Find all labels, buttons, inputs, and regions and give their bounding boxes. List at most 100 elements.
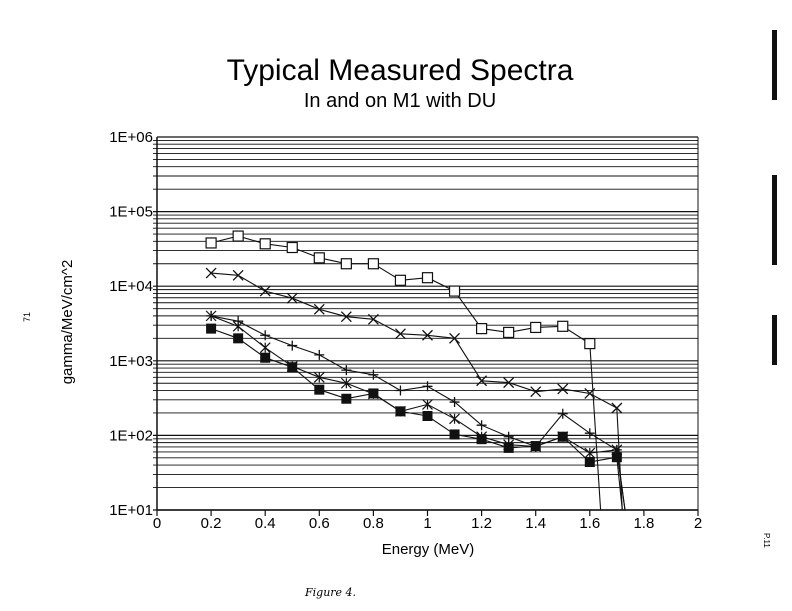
series-open-square: [205, 230, 602, 511]
x-tick-label: 1: [423, 515, 431, 532]
filled-square-marker: [260, 352, 271, 363]
filled-square-marker: [287, 362, 298, 373]
open-square-marker: [557, 320, 569, 332]
asterisk-marker: [422, 399, 433, 410]
chart-title: Typical Measured Spectra: [227, 54, 574, 87]
scan-edge-mark: [772, 315, 777, 365]
plus-marker: [557, 408, 568, 419]
plus-marker: [260, 330, 271, 341]
x-tick-label: 1.4: [525, 515, 546, 532]
asterisk-marker: [449, 413, 460, 425]
x-marker: [286, 292, 298, 304]
page-number: P.11: [762, 533, 771, 548]
filled-square-marker: [206, 323, 217, 334]
open-square-marker: [340, 258, 352, 270]
x-marker: [422, 329, 433, 341]
series-x: [205, 267, 623, 511]
plus-marker: [341, 365, 352, 376]
x-tick-label: 0.2: [201, 515, 222, 532]
scan-edge-mark: [772, 30, 777, 100]
x-marker: [584, 387, 596, 399]
plus-marker: [584, 428, 595, 439]
open-square-marker: [205, 237, 217, 249]
filled-square-marker: [557, 431, 568, 442]
plus-marker: [449, 397, 460, 408]
asterisk-marker: [259, 342, 271, 354]
y-tick-label: 1E+06: [109, 129, 153, 146]
y-axis-label: gamma/MeV/cm^2: [59, 260, 76, 385]
filled-square-marker: [395, 406, 406, 417]
x-marker: [340, 311, 352, 323]
x-tick-label: 0: [153, 515, 161, 532]
plus-marker: [368, 369, 379, 380]
y-tick-label: 1E+02: [109, 427, 153, 444]
series-group: [205, 230, 626, 511]
filled-square-marker: [422, 410, 433, 421]
y-tick-label: 1E+04: [109, 278, 153, 295]
asterisk-marker: [205, 310, 217, 322]
plus-marker: [422, 381, 433, 392]
x-marker: [530, 386, 542, 398]
open-square-marker: [232, 230, 244, 242]
open-square-marker: [394, 274, 407, 286]
y-tick-label: 1E+03: [109, 353, 153, 370]
filled-square-marker: [530, 441, 541, 452]
x-tick-label: 1.2: [471, 515, 492, 532]
open-square-marker: [259, 238, 271, 250]
series-line: [210, 328, 623, 511]
asterisk-marker: [340, 377, 352, 389]
open-square-marker: [313, 252, 325, 264]
margin-mark: 71: [22, 312, 32, 322]
open-square-marker: [530, 321, 542, 334]
y-tick-labels: 1E+01 1E+02 1E+03 1E+04 1E+05 1E+06: [109, 129, 153, 519]
x-marker: [611, 402, 623, 414]
x-tick-label: 0.4: [255, 515, 276, 532]
open-square-marker: [584, 338, 596, 350]
filled-square-marker: [476, 434, 487, 445]
filled-square-marker: [611, 452, 622, 463]
asterisk-marker: [313, 371, 325, 383]
x-tick-label: 0.6: [309, 515, 330, 532]
open-square-marker: [448, 285, 461, 297]
asterisk-marker: [232, 320, 244, 332]
open-square-marker: [476, 323, 488, 335]
x-tick-label: 2: [694, 515, 702, 532]
series-filled-square: [206, 323, 623, 511]
plus-marker: [287, 340, 298, 351]
x-marker: [557, 383, 569, 395]
plus-marker: [476, 420, 487, 431]
axes: [156, 137, 699, 516]
plus-marker: [395, 385, 406, 396]
scan-edge-mark: [772, 175, 777, 265]
x-marker: [394, 328, 406, 340]
filled-square-marker: [503, 442, 514, 453]
x-marker: [503, 377, 515, 389]
chart-subtitle: In and on M1 with DU: [304, 90, 496, 112]
filled-square-marker: [449, 429, 460, 440]
x-axis-label: Energy (MeV): [382, 541, 475, 558]
plus-marker: [314, 349, 325, 360]
filled-square-marker: [233, 333, 244, 344]
filled-square-marker: [341, 393, 352, 404]
x-marker: [259, 285, 271, 297]
x-marker: [205, 267, 217, 279]
open-square-marker: [421, 272, 434, 284]
figure-caption: Figure 4.: [304, 586, 356, 599]
x-tick-labels: 0 0.2 0.4 0.6 0.8 1 1.2 1.4 1.6 1.8 2: [153, 515, 702, 532]
y-tick-label: 1E+01: [109, 502, 153, 519]
x-tick-label: 0.8: [363, 515, 384, 532]
x-marker: [232, 269, 244, 281]
series-plus: [206, 310, 626, 511]
y-tick-label: 1E+05: [109, 204, 153, 221]
gridlines: [153, 136, 698, 511]
open-square-marker: [367, 258, 379, 270]
filled-square-marker: [584, 456, 595, 467]
x-marker: [367, 313, 379, 325]
x-marker: [313, 303, 325, 315]
filled-square-marker: [368, 388, 379, 399]
open-square-marker: [286, 241, 298, 254]
x-marker: [476, 375, 488, 387]
filled-square-marker: [314, 384, 325, 395]
open-square-marker: [503, 326, 515, 339]
